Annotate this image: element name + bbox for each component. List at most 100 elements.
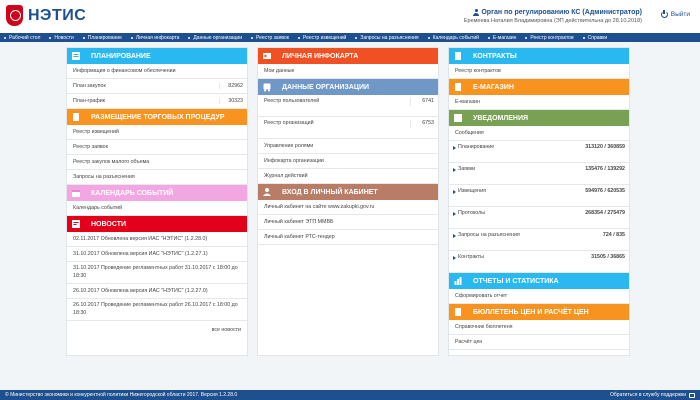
copyright: © Министерство экономики и конкурентной … <box>5 392 238 398</box>
nav-item[interactable]: Реестр контрактов <box>525 35 573 41</box>
row-count: 31505 / 36865 <box>591 254 625 260</box>
nav-item[interactable]: Справки <box>583 35 608 41</box>
id-card-icon <box>262 51 272 61</box>
news-header: Новости <box>67 216 247 232</box>
price-calc-link[interactable]: Расчёт цен <box>449 335 629 350</box>
all-news-link[interactable]: все новости <box>211 327 241 333</box>
nav-item[interactable]: Е-магазин <box>488 35 517 41</box>
row-label: Извещения <box>458 188 486 194</box>
user-icon <box>473 9 480 16</box>
nav-item[interactable]: Личная инфокарта <box>131 35 180 41</box>
main-nav: Рабочий стол Новости Планирование Личная… <box>0 33 700 42</box>
notif-requests-row[interactable]: Запросы на разъяснения 724 / 835 <box>449 229 629 251</box>
news-item[interactable]: 31.10.2017 Обновлена версия ИАС "НЭТИС" … <box>67 247 247 262</box>
news-text: 26.10.2017 Обновлена версия ИАС "НЭТИС" … <box>73 288 208 294</box>
notif-notices-row[interactable]: Извещения 594976 / 620535 <box>449 185 629 207</box>
notif-protocols-row[interactable]: Протоколы 268354 / 275479 <box>449 207 629 229</box>
logout-button[interactable]: Выйти <box>660 9 690 18</box>
coat-of-arms-icon <box>6 5 23 26</box>
financing-info-link[interactable]: Информация о финансовом обеспечении <box>67 64 247 79</box>
purchase-plan-link[interactable]: План закупок 82962 <box>67 79 247 94</box>
column-right: Контракты Реестр контрактов Е-магазин Е-… <box>448 47 630 356</box>
logo[interactable]: НЭТИС <box>6 5 86 26</box>
user-name: Еремеева Наталия Владимировна (ЭП действ… <box>463 18 642 24</box>
cabinet-title: Вход в личный кабинет <box>282 188 378 196</box>
my-data-link[interactable]: Мои данные <box>258 64 438 79</box>
bulletin-icon <box>453 307 463 317</box>
planning-title: Планирование <box>91 52 151 60</box>
roles-link[interactable]: Управление ролями <box>258 139 438 154</box>
row-label: Планирование <box>458 144 495 150</box>
orgs-registry-link[interactable]: Реестр организаций 6753 <box>258 117 438 139</box>
planning-header: Планирование <box>67 48 247 64</box>
row-label: Справочник бюллетеня <box>455 324 513 330</box>
notif-contracts-row[interactable]: Контракты 31505 / 36865 <box>449 251 629 273</box>
nav-item[interactable]: Данные организации <box>188 35 242 41</box>
notif-planning-row[interactable]: Планирование 313120 / 360859 <box>449 141 629 163</box>
infocard-header: Личная инфокарта <box>258 48 438 64</box>
org-infocard-link[interactable]: Инфокарта организации <box>258 154 438 169</box>
header: НЭТИС Орган по регулированию КС (Админис… <box>0 0 700 33</box>
row-label: Инфокарта организации <box>264 158 324 164</box>
row-label: Журнал действий <box>264 173 308 179</box>
news-item[interactable]: 02.11.2017 Обновлена версия ИАС "НЭТИС" … <box>67 232 247 247</box>
nav-item[interactable]: Рабочий стол <box>4 35 40 41</box>
nav-item[interactable]: Запросы на разъяснения <box>355 35 418 41</box>
rts-cabinet-link[interactable]: Личный кабинет РТС-тендер <box>258 230 438 245</box>
bulletin-title: Бюллетень цен и расчёт цен <box>473 308 589 316</box>
schedule-plan-link[interactable]: План-график 30323 <box>67 94 247 109</box>
mmvb-cabinet-link[interactable]: Личный кабинет ЭТП ММВБ <box>258 215 438 230</box>
notification-icon <box>453 113 463 123</box>
row-count: 82962 <box>219 83 243 89</box>
row-label: Реестр заявок <box>73 144 108 150</box>
nav-item[interactable]: Календарь событий <box>428 35 479 41</box>
row-label: Е-магазин <box>455 99 480 105</box>
row-label: План закупок <box>73 83 106 89</box>
logo-text: НЭТИС <box>28 6 87 24</box>
reports-title: Отчеты и статистика <box>473 277 559 285</box>
bulletin-directory-link[interactable]: Справочник бюллетеня <box>449 320 629 335</box>
org-header: Данные организации <box>258 79 438 95</box>
chart-icon <box>453 276 463 286</box>
clarification-requests-link[interactable]: Запросы на разъяснения <box>67 170 247 185</box>
support-link[interactable]: Обратиться в службу поддержки <box>610 392 695 398</box>
generate-report-link[interactable]: Сформировать отчет <box>449 289 629 304</box>
action-log-link[interactable]: Журнал действий <box>258 169 438 184</box>
notices-registry-link[interactable]: Реестр извещений <box>67 125 247 140</box>
news-text: 31.10.2017 Проведение регламентных работ… <box>73 265 238 279</box>
nav-item[interactable]: Новости <box>49 35 73 41</box>
news-item[interactable]: 31.10.2017 Проведение регламентных работ… <box>67 262 247 284</box>
row-count: 268354 / 275479 <box>585 210 625 216</box>
emag-link[interactable]: Е-магазин <box>449 95 629 110</box>
row-label: Запросы на разъяснения <box>458 232 520 238</box>
row-label: Реестр контрактов <box>455 68 501 74</box>
news-item[interactable]: 26.10.2017 Проведение регламентных работ… <box>67 299 247 321</box>
support-label: Обратиться в службу поддержки <box>610 392 686 398</box>
row-count: 30323 <box>219 98 243 104</box>
news-title: Новости <box>91 220 127 228</box>
column-left: Планирование Информация о финансовом обе… <box>66 47 248 356</box>
notif-applications-row[interactable]: Заявки 135476 / 139292 <box>449 163 629 185</box>
news-text: 31.10.2017 Обновлена версия ИАС "НЭТИС" … <box>73 251 208 257</box>
row-label: Управление ролями <box>264 143 314 149</box>
zakupki-cabinet-link[interactable]: Личный кабинет на сайте www.zakupki.gov.… <box>258 200 438 215</box>
news-icon <box>71 219 81 229</box>
contracts-registry-link[interactable]: Реестр контрактов <box>449 64 629 79</box>
row-label: Календарь событий <box>73 205 123 211</box>
nav-item[interactable]: Реестр заявок <box>251 35 289 41</box>
contracts-title: Контракты <box>473 52 517 60</box>
nav-item[interactable]: Планирование <box>83 35 122 41</box>
nav-item[interactable]: Реестр извещений <box>298 35 346 41</box>
users-registry-link[interactable]: Реестр пользователей 6741 <box>258 95 438 117</box>
calendar-title: Календарь событий <box>91 189 174 197</box>
applications-registry-link[interactable]: Реестр заявок <box>67 140 247 155</box>
messages-link[interactable]: Сообщения <box>449 126 629 141</box>
calendar-header: Календарь событий <box>67 185 247 201</box>
org-title: Данные организации <box>282 83 370 91</box>
news-text: 26.10.2017 Проведение регламентных работ… <box>73 302 238 316</box>
row-label: Информация о финансовом обеспечении <box>73 68 176 74</box>
row-count: 6741 <box>410 98 434 106</box>
calendar-link[interactable]: Календарь событий <box>67 201 247 216</box>
news-item[interactable]: 26.10.2017 Обновлена версия ИАС "НЭТИС" … <box>67 284 247 299</box>
small-purchases-link[interactable]: Реестр закупок малого объема <box>67 155 247 170</box>
